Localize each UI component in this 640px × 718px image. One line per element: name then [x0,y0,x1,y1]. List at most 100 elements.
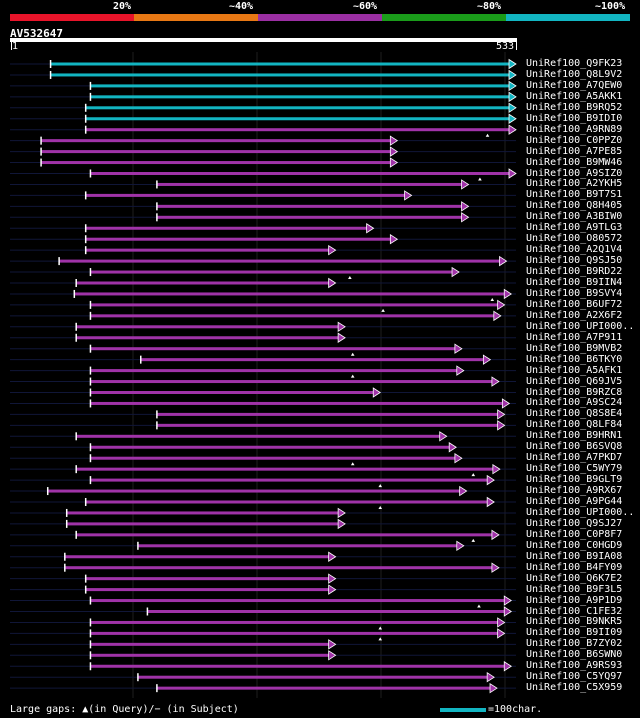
hit-row[interactable] [10,463,516,477]
hit-label[interactable]: UniRef100_Q9SJ50 [526,255,623,267]
hit-bar[interactable] [157,215,463,219]
hit-bar[interactable] [157,423,499,427]
hit-label[interactable]: UniRef100_Q8H405 [526,200,623,212]
hit-row[interactable] [10,190,516,201]
hit-row[interactable] [10,387,516,398]
hit-bar[interactable] [85,193,406,197]
hit-label[interactable]: UniRef100_A9TLG3 [526,222,623,234]
hit-bar[interactable] [85,237,392,241]
hit-label[interactable]: UniRef100_C5YQ97 [526,671,623,683]
hit-bar[interactable] [85,106,511,110]
hit-label[interactable]: UniRef100_A2Q1V4 [526,244,623,256]
hit-row[interactable] [10,409,516,420]
hit-bar[interactable] [65,555,330,559]
hit-bar[interactable] [90,380,493,384]
hit-row[interactable] [10,233,516,245]
hit-row[interactable] [10,266,516,280]
hit-bar[interactable] [90,84,510,88]
hit-bar[interactable] [76,336,340,340]
hit-label[interactable]: UniRef100_A9SIZ0 [526,167,623,179]
hit-label[interactable]: UniRef100_A7QEW0 [526,79,623,91]
hit-label[interactable]: UniRef100_B9RZC8 [526,386,623,398]
hit-label[interactable]: UniRef100_A2YKH5 [526,178,623,190]
hit-bar[interactable] [85,117,511,121]
hit-label[interactable]: UniRef100_A7P911 [526,331,623,343]
hit-label[interactable]: UniRef100_A7PKD7 [526,452,623,464]
hit-bar[interactable] [66,511,340,515]
hit-bar[interactable] [138,544,458,548]
hit-bar[interactable] [90,95,510,99]
hit-row[interactable] [10,529,516,542]
hit-row[interactable] [10,639,516,650]
hit-label[interactable]: UniRef100_C5X959 [526,682,623,694]
hit-label[interactable]: UniRef100_B7ZY02 [526,638,623,650]
hit-bar[interactable] [41,139,392,143]
hit-row[interactable] [10,168,517,181]
hit-label[interactable]: UniRef100_B4FY09 [526,561,623,573]
hit-row[interactable] [10,321,516,333]
hit-bar[interactable] [90,631,499,635]
hit-row[interactable] [10,628,516,641]
hit-bar[interactable] [90,270,454,274]
hit-row[interactable] [10,431,516,442]
hit-label[interactable]: UniRef100_UPI000.. [526,506,635,518]
hit-label[interactable]: UniRef100_Q9FK23 [526,58,623,69]
hit-row[interactable] [10,562,516,573]
hit-bar[interactable] [157,686,492,690]
hit-bar[interactable] [147,610,506,613]
hit-row[interactable] [10,496,516,510]
hit-row[interactable] [10,365,516,378]
hit-bar[interactable] [157,182,463,186]
hit-bar[interactable] [74,292,506,296]
hit-bar[interactable] [47,489,461,493]
hit-row[interactable] [10,671,516,683]
hit-label[interactable]: UniRef100_A5AKK1 [526,90,623,102]
hit-label[interactable]: UniRef100_C0HGD9 [526,539,623,551]
hit-row[interactable] [10,573,516,584]
hit-label[interactable]: UniRef100_B6TKY0 [526,353,623,365]
hit-row[interactable] [10,102,517,114]
hit-row[interactable] [10,507,516,519]
hit-label[interactable]: UniRef100_Q9SJ27 [526,517,623,529]
hit-row[interactable] [10,277,516,289]
hit-row[interactable] [10,518,516,530]
hit-label[interactable]: UniRef100_B6UF72 [526,298,623,310]
hit-row[interactable] [10,354,516,365]
hit-bar[interactable] [90,599,506,603]
hit-row[interactable] [10,157,516,168]
hit-bar[interactable] [50,62,510,66]
hit-row[interactable] [10,212,516,223]
hit-label[interactable]: UniRef100_B9MW46 [526,156,623,168]
hit-row[interactable] [10,223,516,234]
hit-row[interactable] [10,398,516,409]
hit-bar[interactable] [85,248,330,252]
hit-row[interactable] [10,332,516,343]
hit-bar[interactable] [157,412,499,416]
hit-row[interactable] [10,606,516,617]
hit-bar[interactable] [90,653,330,657]
hit-bar[interactable] [76,325,340,329]
hit-label[interactable]: UniRef100_Q8S8E4 [526,408,623,420]
hit-row[interactable] [10,80,517,92]
hit-label[interactable]: UniRef100_A9RX67 [526,485,623,497]
hit-row[interactable] [10,255,516,267]
hit-label[interactable]: UniRef100_B6SWN0 [526,649,623,661]
hit-label[interactable]: UniRef100_B9MVB2 [526,342,623,354]
hit-row[interactable] [10,91,517,103]
hit-row[interactable] [10,179,516,190]
hit-label[interactable]: UniRef100_B9II09 [526,627,623,639]
hit-row[interactable] [10,343,516,356]
hit-row[interactable] [10,540,516,552]
hit-label[interactable]: UniRef100_B9IIN4 [526,277,623,288]
hit-bar[interactable] [76,434,441,438]
hit-bar[interactable] [141,358,485,362]
hit-label[interactable]: UniRef100_A9SC24 [526,397,623,409]
hit-label[interactable]: UniRef100_C0P8F7 [526,528,623,540]
hit-bar[interactable] [65,566,493,570]
hit-row[interactable] [10,58,517,70]
hit-label[interactable]: UniRef100_B9HRN1 [526,430,623,442]
hit-label[interactable]: UniRef100_B9IA08 [526,550,623,562]
hit-label[interactable]: UniRef100_C1FE32 [526,605,623,617]
hit-label[interactable]: UniRef100_A9RN89 [526,123,623,135]
hit-label[interactable]: UniRef100_B9T7S1 [526,189,623,201]
